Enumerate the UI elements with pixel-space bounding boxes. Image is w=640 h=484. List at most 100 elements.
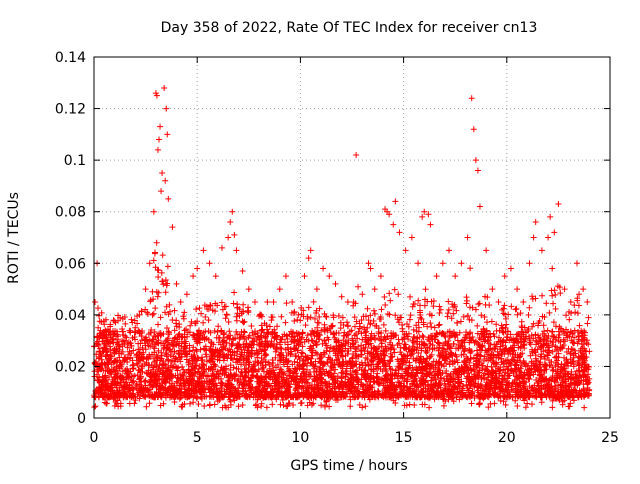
data-point (344, 319, 350, 325)
data-point (524, 400, 530, 406)
data-point (190, 347, 196, 353)
data-point (379, 306, 385, 312)
data-point (484, 319, 490, 325)
data-point (539, 293, 545, 299)
data-point (467, 304, 473, 310)
data-point (407, 401, 413, 407)
data-point (410, 301, 416, 307)
data-point (196, 305, 202, 311)
data-point (572, 309, 578, 315)
data-point (436, 303, 442, 309)
data-point (267, 323, 273, 329)
data-point (411, 402, 417, 408)
data-point (149, 289, 155, 295)
data-point (445, 338, 451, 344)
data-point (234, 318, 240, 324)
data-point (586, 348, 592, 354)
data-point (160, 252, 166, 258)
data-point (248, 323, 254, 329)
data-point (586, 315, 592, 321)
data-point (514, 312, 520, 318)
data-point (491, 400, 497, 406)
data-point (309, 337, 315, 343)
data-point (454, 320, 460, 326)
data-point (387, 298, 393, 304)
data-point (155, 321, 161, 327)
data-point (245, 304, 251, 310)
data-point (155, 274, 161, 280)
data-point (395, 291, 401, 297)
data-point (550, 368, 556, 374)
data-point (274, 323, 280, 329)
data-point (215, 329, 221, 335)
data-point (474, 323, 480, 329)
data-point (501, 306, 507, 312)
data-point (545, 328, 551, 334)
data-point (428, 324, 434, 330)
data-point (119, 326, 125, 332)
data-point (529, 401, 535, 407)
data-point (494, 328, 500, 334)
data-point (514, 403, 520, 409)
data-point (308, 314, 314, 320)
data-point (445, 299, 451, 305)
data-point (297, 317, 303, 323)
data-point (240, 402, 246, 408)
data-point (469, 401, 475, 407)
data-point (95, 305, 101, 311)
data-point (450, 311, 456, 317)
data-point (143, 404, 149, 410)
data-point (92, 403, 98, 409)
data-point (549, 404, 555, 410)
data-point (419, 333, 425, 339)
data-point (584, 320, 590, 326)
data-point (264, 404, 270, 410)
data-point (206, 317, 212, 323)
data-point (426, 405, 432, 411)
data-point (407, 294, 413, 300)
data-point (575, 329, 581, 335)
data-point (278, 314, 284, 320)
data-point (152, 249, 158, 255)
data-point (268, 314, 274, 320)
data-point (458, 318, 464, 324)
data-point (553, 306, 559, 312)
data-point (96, 313, 102, 319)
data-point (130, 362, 136, 368)
data-point (408, 312, 414, 318)
data-point (202, 314, 208, 320)
data-point (151, 257, 157, 263)
data-point (281, 402, 287, 408)
data-point (179, 364, 185, 370)
data-point (345, 323, 351, 329)
data-point (581, 405, 587, 411)
data-point (198, 311, 204, 317)
data-point (226, 319, 232, 325)
data-point (518, 323, 524, 329)
data-point (437, 321, 443, 327)
data-point (392, 287, 398, 293)
data-point (546, 310, 552, 316)
data-point (407, 317, 413, 323)
data-point (476, 401, 482, 407)
data-point (372, 311, 378, 317)
data-point (464, 298, 470, 304)
data-point (111, 318, 117, 324)
data-point (381, 322, 387, 328)
data-point (165, 263, 171, 269)
data-point (512, 306, 518, 312)
data-point (231, 290, 237, 296)
data-point (399, 326, 405, 332)
data-point (187, 401, 193, 407)
data-point (489, 319, 495, 325)
data-point (154, 240, 160, 246)
data-point (467, 265, 473, 271)
data-point (493, 321, 499, 327)
data-point (381, 294, 387, 300)
data-point (576, 323, 582, 329)
data-point (486, 302, 492, 308)
data-point (526, 312, 532, 318)
data-point (465, 313, 471, 319)
